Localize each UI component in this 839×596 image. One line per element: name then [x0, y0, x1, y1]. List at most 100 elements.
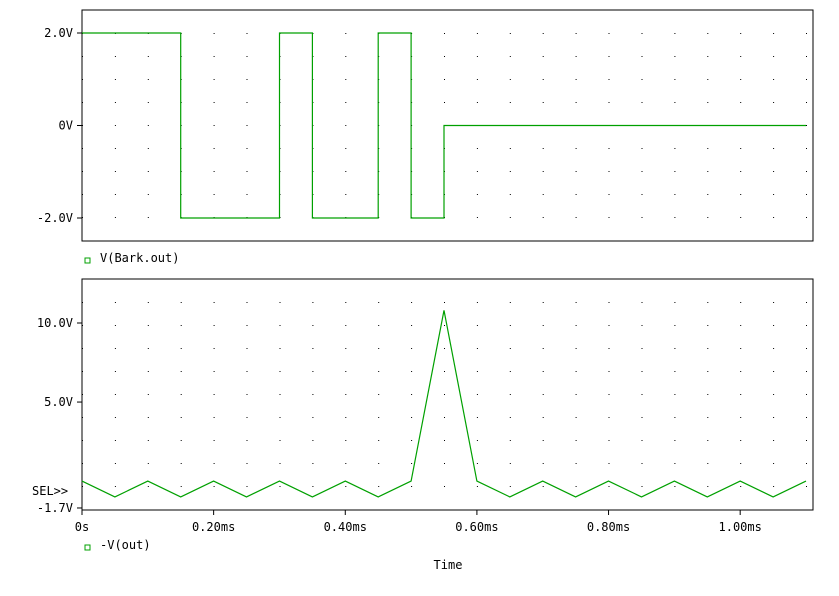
grid-dot [575, 102, 577, 103]
grid-dot [82, 217, 83, 218]
grid-dot [509, 171, 511, 172]
grid-dot [641, 217, 643, 218]
grid-dot [213, 148, 215, 149]
grid-dot [707, 463, 709, 464]
grid-dot [147, 348, 149, 349]
grid-dot [575, 148, 577, 149]
grid-dot [773, 79, 775, 80]
grid-dot [575, 417, 577, 418]
grid-dot [82, 348, 83, 349]
grid-dot [82, 325, 83, 326]
grid-dot [213, 486, 215, 487]
grid-dot [806, 394, 807, 395]
grid-dot [773, 302, 775, 303]
grid-dot [773, 394, 775, 395]
grid-dot [114, 102, 116, 103]
grid-dot [674, 79, 676, 80]
grid-dot [641, 371, 643, 372]
grid-dot [82, 394, 83, 395]
grid-dot [82, 194, 83, 195]
grid-dot [740, 302, 742, 303]
grid-dot [509, 463, 511, 464]
grid-dot [114, 171, 116, 172]
grid-dot [213, 194, 215, 195]
grid-dot [641, 171, 643, 172]
grid-dot [707, 486, 709, 487]
grid-dot [773, 33, 775, 34]
grid-dot [213, 56, 215, 57]
grid-dot [312, 302, 314, 303]
grid-dot [147, 417, 149, 418]
grid-dot [114, 217, 116, 218]
grid-dot [147, 325, 149, 326]
grid-dot [773, 371, 775, 372]
grid-dot [180, 417, 182, 418]
grid-dot [147, 394, 149, 395]
grid-dot [114, 56, 116, 57]
grid-dot [806, 217, 807, 218]
grid-dot [476, 56, 478, 57]
grid-dot [279, 417, 281, 418]
grid-dot [509, 371, 511, 372]
grid-dot [180, 394, 182, 395]
grid-dot [378, 486, 380, 487]
grid-dot [773, 217, 775, 218]
grid-dot [707, 171, 709, 172]
grid-dot [740, 348, 742, 349]
x-tick-label: 0s [75, 520, 89, 534]
grid-dot [114, 194, 116, 195]
grid-dot [707, 194, 709, 195]
grid-dot [279, 394, 281, 395]
grid-dot [444, 440, 445, 441]
grid-dot [740, 79, 742, 80]
grid-dot [707, 325, 709, 326]
grid-dot [476, 194, 478, 195]
grid-dot [542, 440, 544, 441]
grid-dot [213, 348, 215, 349]
grid-dot [608, 102, 610, 103]
grid-dot [180, 486, 182, 487]
grid-dot [740, 371, 742, 372]
x-tick-label: 0.20ms [192, 520, 235, 534]
grid-dot [246, 486, 248, 487]
grid-dot [114, 125, 116, 126]
grid-dot [509, 217, 511, 218]
grid-dot [740, 325, 742, 326]
grid-dot [542, 463, 544, 464]
grid-dot [444, 417, 445, 418]
grid-dot [542, 371, 544, 372]
grid-dot [707, 302, 709, 303]
grid-dot [82, 371, 83, 372]
grid-dot [147, 102, 149, 103]
grid-dot [246, 79, 248, 80]
grid-dot [509, 486, 511, 487]
grid-dot [246, 33, 248, 34]
grid-dot [246, 325, 248, 326]
grid-dot [575, 440, 577, 441]
grid-dot [608, 417, 610, 418]
grid-dot [147, 79, 149, 80]
grid-dot [641, 148, 643, 149]
grid-dot [707, 217, 709, 218]
legend-label-2: -V(out) [100, 538, 151, 552]
grid-dot [740, 102, 742, 103]
grid-dot [476, 102, 478, 103]
grid-dot [641, 33, 643, 34]
grid-dot [82, 302, 83, 303]
grid-dot [674, 371, 676, 372]
grid-dot [345, 33, 347, 34]
grid-dot [608, 194, 610, 195]
grid-dot [345, 148, 347, 149]
grid-dot [345, 325, 347, 326]
grid-dot [608, 463, 610, 464]
grid-dot [82, 102, 83, 103]
grid-dot [312, 463, 314, 464]
grid-dot [608, 79, 610, 80]
grid-dot [476, 486, 478, 487]
grid-dot [312, 394, 314, 395]
grid-dot [773, 325, 775, 326]
grid-dot [806, 125, 807, 126]
grid-dot [575, 348, 577, 349]
grid-dot [575, 486, 577, 487]
grid-dot [180, 348, 182, 349]
